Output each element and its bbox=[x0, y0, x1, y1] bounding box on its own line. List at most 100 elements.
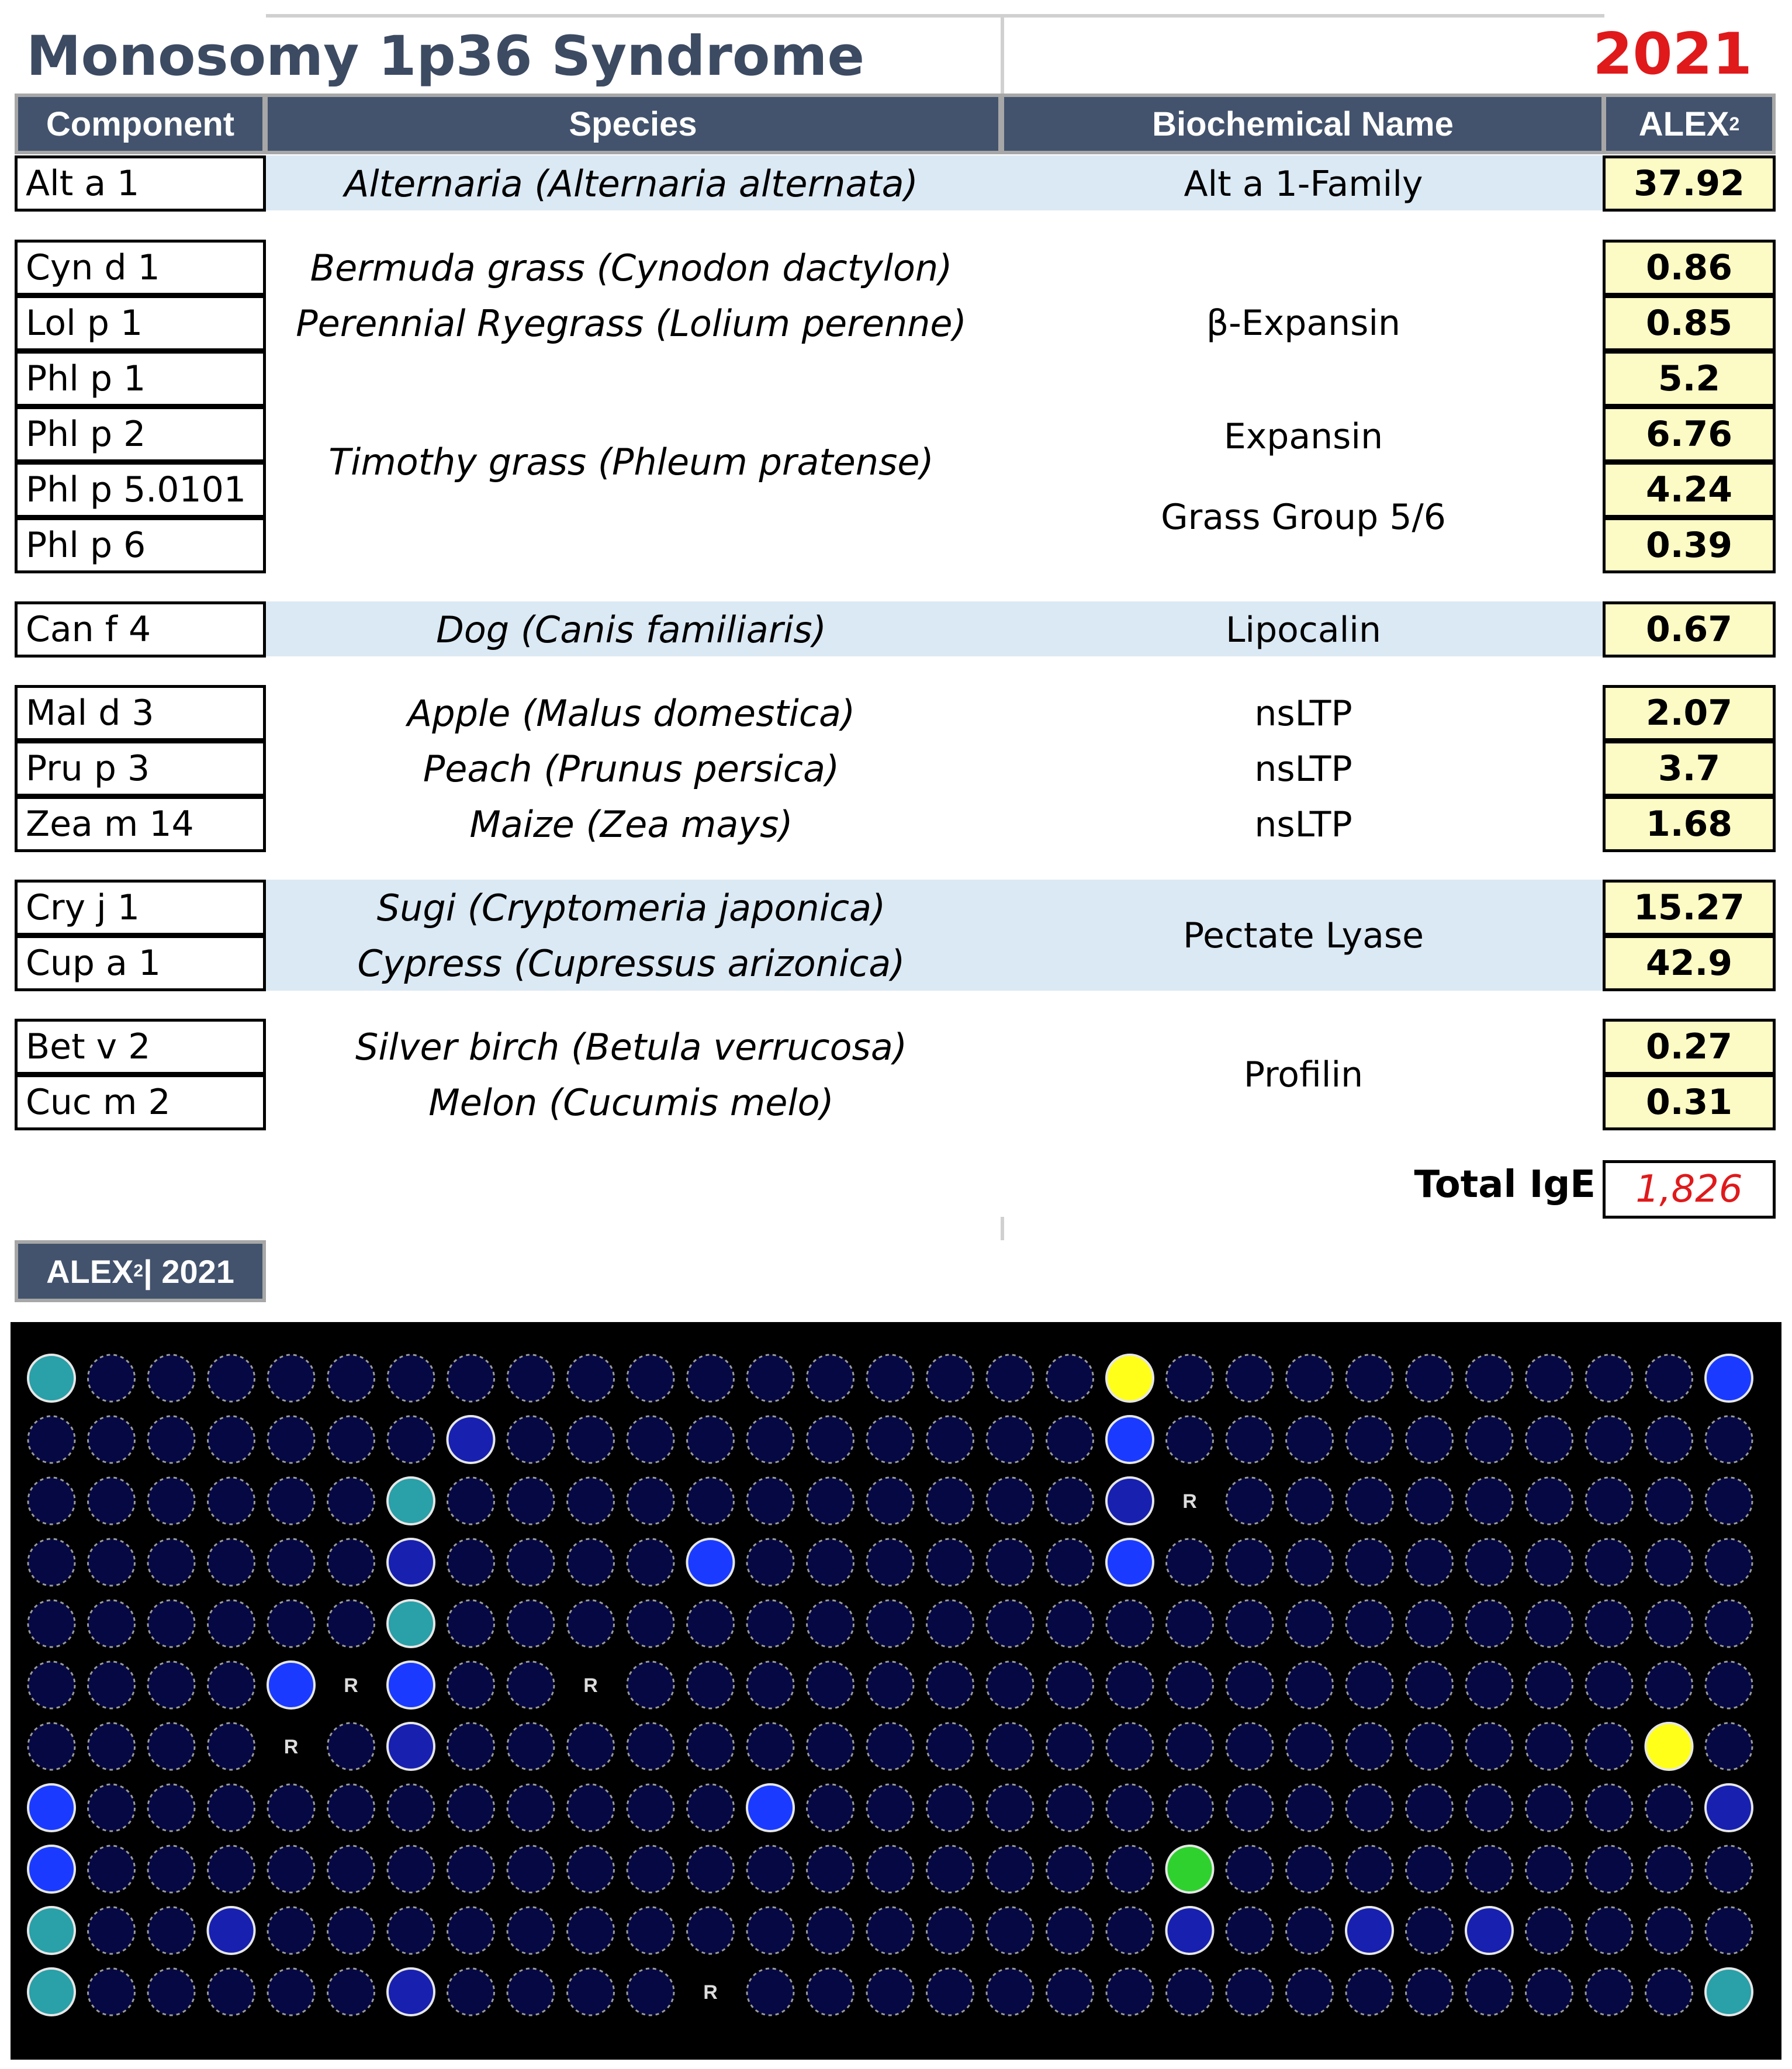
alex-value: 2.07 bbox=[1645, 693, 1733, 734]
array-spot bbox=[926, 1967, 974, 2016]
alex-value: 0.27 bbox=[1645, 1026, 1733, 1067]
array-spot bbox=[87, 1660, 136, 1710]
array-spot bbox=[985, 1354, 1035, 1403]
positive-spot bbox=[1105, 1476, 1154, 1525]
component-cell: Alt a 1 bbox=[15, 155, 266, 212]
array-spot bbox=[626, 1354, 675, 1403]
array-spot bbox=[267, 1538, 316, 1587]
array-spot bbox=[926, 1599, 974, 1648]
array-spot bbox=[985, 1722, 1035, 1771]
positive-spot bbox=[27, 1906, 76, 1955]
component-label: Phl p 2 bbox=[26, 414, 146, 455]
header-species-label: Species bbox=[569, 105, 697, 143]
array-spot bbox=[566, 1906, 615, 1955]
array-spot bbox=[866, 1415, 915, 1464]
alex-value: 4.24 bbox=[1645, 469, 1733, 510]
positive-spot bbox=[386, 1967, 435, 2016]
array-spot bbox=[1465, 1599, 1514, 1648]
array-spot bbox=[1585, 1599, 1634, 1648]
array-spot bbox=[207, 1722, 255, 1771]
allergen-chip-svg: R R R R R bbox=[27, 1354, 1753, 2016]
array-spot bbox=[1465, 1660, 1514, 1710]
component-cell: Phl p 1 bbox=[15, 351, 266, 407]
array-spot bbox=[1465, 1783, 1514, 1832]
array-spot bbox=[506, 1660, 555, 1710]
array-spot bbox=[626, 1415, 675, 1464]
array-spot bbox=[386, 1783, 435, 1832]
array-spot bbox=[447, 1906, 495, 1955]
component-label: Cup a 1 bbox=[26, 943, 161, 984]
array-spot bbox=[447, 1354, 495, 1403]
array-spot bbox=[87, 1599, 136, 1648]
array-spot bbox=[1225, 1354, 1274, 1403]
array-spot bbox=[806, 1967, 855, 2016]
array-spot bbox=[1165, 1538, 1214, 1587]
array-spot bbox=[866, 1967, 915, 2016]
array-spot bbox=[327, 1415, 375, 1464]
array-spot bbox=[626, 1783, 675, 1832]
array-spot bbox=[1105, 1845, 1154, 1894]
array-spot bbox=[1645, 1599, 1693, 1648]
array-spot bbox=[1345, 1783, 1394, 1832]
array-spot bbox=[207, 1967, 255, 2016]
array-spot bbox=[746, 1415, 795, 1464]
array-spot bbox=[926, 1660, 974, 1710]
component-label: Phl p 1 bbox=[26, 358, 146, 399]
array-spot bbox=[1405, 1599, 1454, 1648]
array-spot bbox=[806, 1599, 855, 1648]
array-spot bbox=[686, 1906, 735, 1955]
array-spot bbox=[1165, 1722, 1214, 1771]
header-alex-superscript: 2 bbox=[1729, 113, 1740, 134]
array-spot bbox=[866, 1722, 915, 1771]
array-spot bbox=[147, 1599, 196, 1648]
component-cell: Cup a 1 bbox=[15, 935, 266, 991]
species-text: Alternaria (Alternaria alternata) bbox=[344, 162, 918, 205]
array-spot bbox=[1345, 1538, 1394, 1587]
biochemical-name: β-Expansin bbox=[1206, 303, 1401, 344]
array-spot bbox=[985, 1660, 1035, 1710]
array-spot bbox=[746, 1354, 795, 1403]
array-spot bbox=[1046, 1354, 1094, 1403]
biochemical-name: nsLTP bbox=[1254, 804, 1352, 845]
array-spot bbox=[1345, 1967, 1394, 2016]
positive-spot bbox=[1465, 1906, 1514, 1955]
array-spot bbox=[207, 1354, 255, 1403]
species-text: Perennial Ryegrass (Lolium perenne) bbox=[296, 302, 967, 345]
array-spot bbox=[1225, 1906, 1274, 1955]
header-component-label: Component bbox=[46, 105, 235, 143]
alex-value-cell: 0.67 bbox=[1603, 601, 1776, 658]
array-spot bbox=[1465, 1476, 1514, 1525]
species-text: Apple (Malus domestica) bbox=[407, 692, 856, 735]
array-spot bbox=[1345, 1415, 1394, 1464]
component-label: Zea m 14 bbox=[26, 804, 194, 845]
array-spot bbox=[566, 1599, 615, 1648]
array-spot bbox=[506, 1354, 555, 1403]
array-spot bbox=[267, 1845, 316, 1894]
array-spot bbox=[686, 1354, 735, 1403]
array-spot bbox=[1465, 1415, 1514, 1464]
array-spot bbox=[27, 1660, 76, 1710]
array-spot bbox=[926, 1538, 974, 1587]
positive-spot bbox=[1704, 1783, 1753, 1832]
array-spot bbox=[985, 1906, 1035, 1955]
array-spot bbox=[985, 1783, 1035, 1832]
array-spot bbox=[1405, 1967, 1454, 2016]
chip-badge-alex: ALEX bbox=[46, 1253, 134, 1290]
array-spot bbox=[386, 1354, 435, 1403]
array-spot bbox=[1525, 1906, 1573, 1955]
reference-spot-label: R bbox=[583, 1674, 598, 1697]
array-spot bbox=[1225, 1476, 1274, 1525]
biochemical-name: nsLTP bbox=[1254, 749, 1352, 790]
array-spot bbox=[1225, 1599, 1274, 1648]
array-spot bbox=[1046, 1599, 1094, 1648]
array-spot bbox=[926, 1415, 974, 1464]
array-spot bbox=[1046, 1538, 1094, 1587]
array-spot bbox=[386, 1906, 435, 1955]
alex-value: 0.39 bbox=[1645, 525, 1733, 566]
array-spot bbox=[746, 1967, 795, 2016]
array-spot bbox=[866, 1783, 915, 1832]
alex-value: 42.9 bbox=[1645, 943, 1733, 984]
array-spot bbox=[1525, 1415, 1573, 1464]
array-spot bbox=[1525, 1538, 1573, 1587]
component-label: Cry j 1 bbox=[26, 887, 140, 928]
